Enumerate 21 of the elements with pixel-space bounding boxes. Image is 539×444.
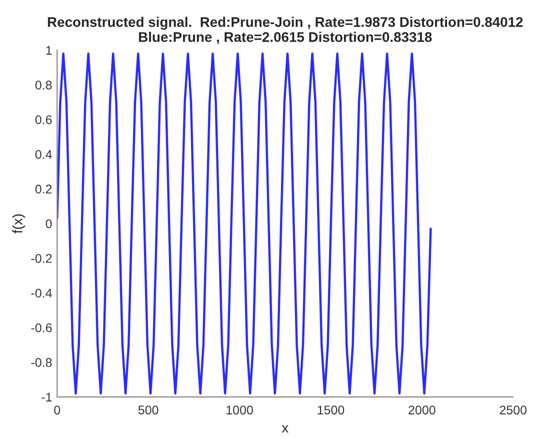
y-tick-label: -0.6 [31,323,52,332]
x-axis-title: x [282,425,288,433]
y-tick-label: 0 [46,219,52,228]
chart-title: Reconstructed signal. Red:Prune-Join , Rate=1.9873 Distortion=0.84012 Blue:Prune , Rate=2.0615 Distortion=0.83318 [48,16,523,44]
y-tick-label: -1 [42,392,52,402]
x-tick-label: 1000 [226,406,253,414]
y-tick-label: -0.4 [31,288,52,298]
y-tick-label: -0.2 [31,254,52,263]
y-tick-label: 0.2 [35,184,52,194]
y-tick-label: 0.6 [35,115,52,124]
x-tick-label: 2000 [408,406,436,414]
x-tick-label: 2500 [500,406,527,414]
y-tick-label: 1 [46,46,52,55]
x-tick-label: 1500 [318,406,344,414]
y-tick-label: 0.4 [35,150,52,159]
x-tick-label: 0 [54,406,60,414]
y-axis-title: f(x) [12,214,26,234]
x-tick-label: 500 [138,406,158,414]
y-tick-label: 0.8 [35,80,52,90]
y-tick-label: -0.8 [31,358,52,367]
line-series [57,52,432,395]
